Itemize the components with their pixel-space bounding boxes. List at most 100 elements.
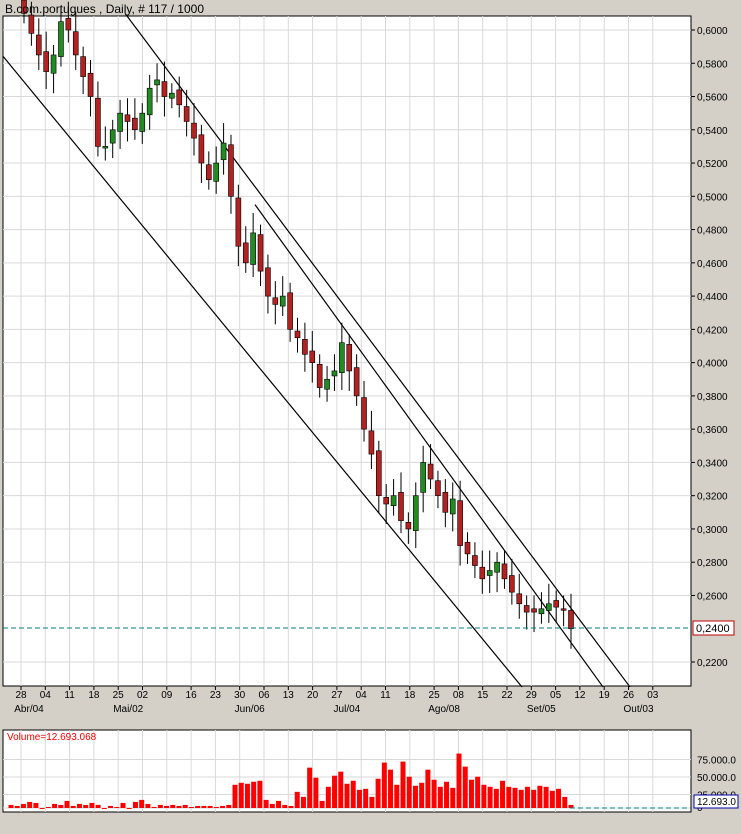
price-y-tick-label: 0,6000 (697, 26, 728, 37)
volume-bar (400, 761, 406, 808)
volume-bar (319, 800, 325, 808)
price-y-tick-label: 0,5200 (697, 159, 728, 170)
x-day-label: 11 (64, 690, 75, 701)
volume-bar (132, 801, 138, 808)
volume-bar (549, 790, 555, 808)
x-day-label: 04 (356, 690, 368, 701)
candle-body (58, 21, 64, 57)
volume-bar (388, 769, 394, 808)
candle-body (139, 112, 146, 132)
candle-body (553, 600, 560, 608)
candle-body (176, 89, 183, 106)
x-day-label: 23 (210, 690, 222, 701)
candle-body (546, 603, 552, 611)
candle-body (109, 129, 116, 144)
volume-bar (151, 806, 157, 808)
x-day-label: 06 (258, 690, 270, 701)
candle-body (257, 234, 264, 272)
candle-body (523, 605, 530, 613)
volume-bar (126, 807, 132, 809)
volume-label: Volume=12.693.068 (7, 732, 97, 743)
x-month-label: Mai/02 (113, 704, 143, 715)
channel-line (254, 204, 604, 688)
volume-bar (226, 804, 232, 808)
candle-body (65, 18, 72, 31)
x-day-label: 25 (113, 690, 125, 701)
volume-bar (531, 789, 537, 808)
candle-body (560, 608, 567, 611)
volume-bar (89, 802, 95, 808)
volume-bar (263, 799, 269, 808)
candle-body (353, 367, 360, 397)
volume-bar (363, 788, 369, 808)
candle-body (205, 164, 212, 180)
candle-body (339, 342, 345, 373)
candle-body (21, 0, 27, 14)
x-day-label: 29 (526, 690, 538, 701)
volume-bar (58, 804, 64, 808)
candle-body (72, 31, 79, 56)
x-day-label: 22 (501, 690, 513, 701)
panel-splitter[interactable] (0, 718, 741, 728)
price-y-tick-label: 0,5400 (697, 126, 728, 137)
last-price-label: 0,2400 (696, 623, 730, 635)
x-day-label: 02 (137, 690, 149, 701)
last-price-box (692, 620, 735, 636)
chart-title: B.com.portugues , Daily, # 117 / 1000 (5, 2, 205, 16)
volume-bar (276, 800, 282, 808)
price-y-tick-label: 0,3600 (697, 425, 728, 436)
x-month-label: Abr/04 (14, 704, 44, 715)
volume-bar (176, 805, 182, 808)
price-y-tick-label: 0,5600 (697, 93, 728, 104)
volume-bar (282, 804, 288, 808)
candle-body (132, 117, 138, 131)
candle-body (191, 122, 197, 139)
price-y-tick-label: 0,2600 (697, 591, 728, 602)
volume-bar (412, 785, 418, 808)
candle-body (124, 114, 131, 122)
volume-bar (556, 788, 562, 808)
candle-body (442, 492, 449, 513)
volume-bar (369, 796, 375, 808)
candle-body (390, 495, 397, 506)
volume-bar (269, 803, 275, 808)
volume-bar (232, 784, 238, 808)
x-day-label: 12 (574, 690, 586, 701)
candle-body (324, 378, 330, 390)
volume-bar (39, 807, 45, 809)
trend-channels (2, 13, 631, 688)
candle-body (501, 563, 508, 580)
candle-body (361, 397, 367, 430)
x-day-label: 19 (599, 690, 611, 701)
candle-body (331, 370, 338, 377)
volume-bar (313, 777, 319, 808)
candle-body (302, 339, 308, 355)
candle-body (346, 344, 353, 372)
volume-bar (114, 806, 120, 808)
x-day-label: 27 (331, 690, 343, 701)
volume-bar (14, 805, 20, 808)
volume-bar (201, 805, 207, 808)
x-day-label: 13 (283, 690, 295, 701)
candle-body (287, 292, 293, 330)
price-y-tick-label: 0,2200 (697, 658, 728, 669)
volume-y-tick-label: 50.000.0 (697, 773, 736, 784)
candle-body (457, 500, 463, 546)
candle-body (50, 54, 57, 74)
candle-body (568, 610, 574, 630)
x-month-label: Jul/04 (334, 704, 361, 715)
volume-bar (475, 776, 481, 808)
candle-body (220, 142, 227, 161)
volume-bar (70, 805, 76, 808)
volume-bar (487, 786, 493, 808)
candle-body (412, 495, 419, 531)
volume-bar (170, 804, 176, 808)
price-y-tick-label: 0,4400 (697, 292, 728, 303)
price-y-tick-label: 0,3200 (697, 492, 728, 503)
candle-body (242, 242, 249, 264)
volume-bar (493, 788, 499, 808)
candle-body (35, 34, 42, 56)
volume-bar (120, 802, 126, 808)
candle-body (538, 608, 545, 615)
volume-bar (562, 796, 568, 808)
